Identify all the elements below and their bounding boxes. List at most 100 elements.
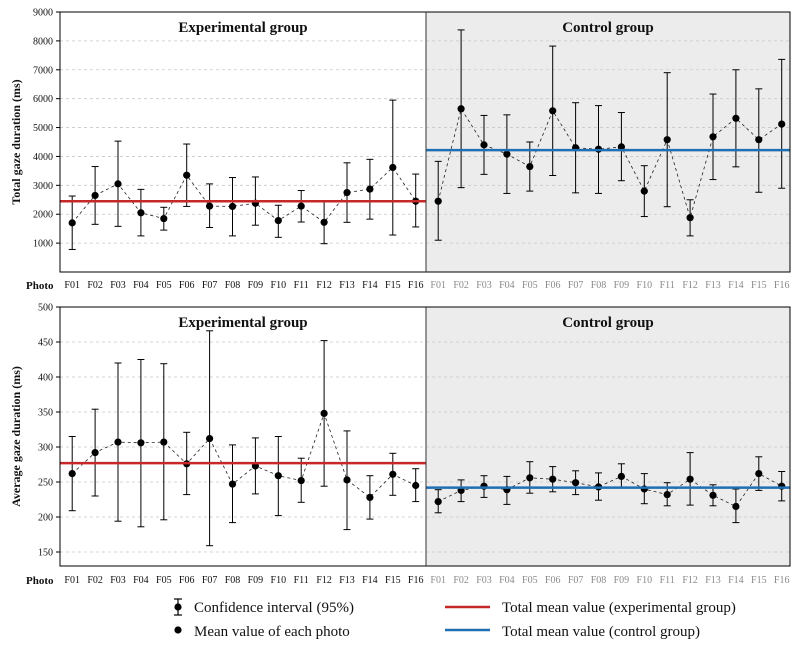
- mean-point: [206, 435, 214, 443]
- x-tick-label: F13: [705, 280, 721, 291]
- mean-point: [114, 180, 122, 188]
- x-tick-label: F14: [728, 575, 744, 586]
- mean-point: [434, 498, 442, 506]
- x-tick-label: F15: [751, 280, 767, 291]
- x-tick-label: F03: [476, 575, 492, 586]
- y-axis-title: Total gaze duration (ms): [9, 79, 23, 204]
- y-tick-label: 2000: [33, 210, 53, 221]
- plot-frame: [59, 11, 791, 273]
- mean-point: [68, 219, 76, 227]
- y-tick-label: 7000: [33, 65, 53, 76]
- mean-point: [732, 502, 740, 511]
- mean-point: [160, 214, 168, 223]
- x-tick-label: F01: [64, 575, 80, 586]
- control-background-2: [426, 307, 790, 566]
- y-tick-label: 1000: [33, 239, 53, 250]
- y-tick-label: 450: [38, 338, 53, 349]
- mean-point: [617, 472, 626, 480]
- mean-point: [732, 114, 740, 122]
- x-tick-label: F05: [156, 280, 172, 291]
- x-tick-label: F10: [271, 280, 287, 291]
- y-tick-label: 200: [38, 513, 53, 524]
- y-tick-label: 150: [38, 548, 53, 559]
- y-tick-label: 5000: [33, 123, 53, 134]
- mean-point: [68, 470, 76, 478]
- mean-point: [343, 476, 351, 484]
- y-tick-label: 9000: [33, 8, 53, 19]
- x-tick-label: F14: [728, 280, 744, 291]
- x-tick-label: F16: [408, 280, 424, 291]
- x-tick-label: F07: [202, 280, 218, 291]
- mean-point: [206, 202, 214, 210]
- group-title: Control group: [562, 20, 654, 36]
- y-tick-label: 300: [38, 443, 53, 454]
- y-tick-label: 400: [38, 373, 53, 384]
- x-tick-label: F14: [362, 280, 378, 291]
- x-tick-label: F04: [499, 575, 515, 586]
- x-tick-label: F03: [110, 575, 126, 586]
- y-axis-title: Average gaze duration (ms): [9, 366, 23, 507]
- x-tick-label: F14: [362, 575, 378, 586]
- y-tick-label: 500: [38, 303, 53, 314]
- y-tick-label: 350: [38, 408, 53, 419]
- x-tick-label: F02: [453, 280, 469, 291]
- mean-point: [137, 209, 145, 217]
- mean-point: [389, 163, 397, 172]
- x-tick-label: F09: [248, 280, 264, 291]
- x-tick-label: F04: [133, 575, 149, 586]
- x-tick-label: F07: [202, 575, 218, 586]
- mean-point: [320, 218, 328, 226]
- control-group-1: Control group F01 F02 F03 F04 F05 F06 F07 F08 F09…: [426, 20, 790, 291]
- x-tick-label: F12: [682, 280, 698, 291]
- legend-ctrl-mean-label: Total mean value (control group): [502, 624, 700, 640]
- mean-point: [480, 141, 488, 149]
- y-tick-label: 250: [38, 478, 53, 489]
- y-tick-label: 4000: [33, 152, 53, 163]
- x-tick-label: F09: [248, 575, 264, 586]
- x-tick-label: F04: [499, 280, 515, 291]
- x-tick-label: F05: [522, 575, 538, 586]
- x-tick-label: F01: [430, 280, 446, 291]
- x-tick-label: F15: [385, 575, 401, 586]
- mean-point: [526, 162, 534, 171]
- mean-point: [114, 438, 122, 446]
- x-tick-label: F08: [225, 280, 241, 291]
- x-tick-label: F05: [522, 280, 538, 291]
- mean-point: [526, 474, 534, 482]
- legend: Confidence interval (95%) Mean value of …: [174, 598, 736, 640]
- x-tick-label: F04: [133, 280, 149, 291]
- x-tick-label: F10: [637, 575, 653, 586]
- x-tick-label: F03: [110, 280, 126, 291]
- x-tick-label: F11: [294, 280, 309, 291]
- x-tick-label: F13: [339, 280, 355, 291]
- mean-point: [457, 105, 465, 113]
- legend-ci-label: Confidence interval (95%): [194, 600, 354, 616]
- x-axis-title: Photo: [26, 575, 54, 587]
- x-tick-label: F12: [682, 575, 698, 586]
- mean-point: [755, 136, 763, 144]
- group-title: Experimental group: [178, 20, 307, 36]
- x-tick-label: F16: [774, 280, 790, 291]
- mean-point: [686, 214, 694, 222]
- y-tick-label: 3000: [33, 181, 53, 192]
- x-tick-label: F15: [385, 280, 401, 291]
- x-tick-label: F12: [316, 280, 332, 291]
- panel-1: 1000 2000 3000 4000 5000 6000 7000 8000 9000 Tota…: [9, 8, 791, 292]
- mean-point: [389, 470, 397, 478]
- mean-connector-line: [71, 412, 416, 498]
- panel-2: 150 200 250 300 350 400 450 500 Average gaze dur…: [9, 303, 791, 587]
- x-tick-label: F08: [225, 575, 241, 586]
- mean-point: [549, 107, 557, 115]
- plot-frame: [59, 306, 791, 567]
- x-tick-label: F10: [637, 280, 653, 291]
- mean-point: [366, 185, 374, 193]
- mean-point: [320, 409, 328, 417]
- experimental-group-1: Experimental group F01 F02 F03 F04 F05 F06 F07 F…: [60, 20, 426, 291]
- x-tick-label: F12: [316, 575, 332, 586]
- mean-point: [640, 187, 648, 195]
- mean-point: [343, 188, 351, 197]
- control-background-1: [426, 12, 790, 272]
- legend-mean-point-label: Mean value of each photo: [194, 624, 350, 640]
- y-tick-label: 6000: [33, 94, 53, 105]
